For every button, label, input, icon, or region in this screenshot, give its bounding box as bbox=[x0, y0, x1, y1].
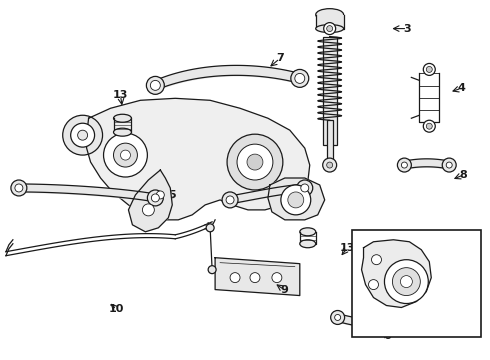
Circle shape bbox=[295, 73, 305, 84]
Circle shape bbox=[222, 192, 238, 208]
Circle shape bbox=[423, 63, 435, 75]
Circle shape bbox=[327, 26, 333, 32]
Ellipse shape bbox=[114, 128, 131, 136]
Polygon shape bbox=[362, 240, 431, 307]
Text: 2: 2 bbox=[445, 247, 453, 257]
Circle shape bbox=[77, 130, 88, 140]
Circle shape bbox=[247, 154, 263, 170]
Circle shape bbox=[237, 144, 273, 180]
Circle shape bbox=[272, 273, 282, 283]
Circle shape bbox=[103, 133, 147, 177]
Circle shape bbox=[374, 315, 389, 328]
Circle shape bbox=[11, 180, 27, 196]
Circle shape bbox=[426, 123, 432, 129]
Circle shape bbox=[378, 319, 385, 324]
Polygon shape bbox=[87, 98, 310, 220]
Polygon shape bbox=[128, 170, 172, 232]
Circle shape bbox=[156, 191, 164, 199]
Circle shape bbox=[301, 184, 309, 192]
Circle shape bbox=[401, 162, 407, 168]
Circle shape bbox=[121, 150, 130, 160]
Circle shape bbox=[147, 190, 163, 206]
Circle shape bbox=[226, 196, 234, 204]
Circle shape bbox=[323, 158, 337, 172]
Circle shape bbox=[331, 310, 344, 324]
Text: 10: 10 bbox=[109, 305, 124, 315]
Circle shape bbox=[143, 204, 154, 216]
Circle shape bbox=[250, 273, 260, 283]
Ellipse shape bbox=[300, 228, 316, 236]
Circle shape bbox=[423, 120, 435, 132]
Polygon shape bbox=[268, 178, 325, 220]
Text: 12: 12 bbox=[288, 180, 303, 190]
Circle shape bbox=[400, 276, 413, 288]
Bar bbox=[327, 120, 333, 160]
Circle shape bbox=[230, 273, 240, 283]
Circle shape bbox=[426, 67, 432, 72]
Circle shape bbox=[371, 255, 382, 265]
Circle shape bbox=[15, 184, 23, 192]
Circle shape bbox=[324, 23, 336, 35]
Ellipse shape bbox=[316, 9, 343, 21]
Circle shape bbox=[335, 315, 341, 320]
Text: 11: 11 bbox=[220, 272, 236, 282]
Text: 9: 9 bbox=[280, 284, 288, 294]
Circle shape bbox=[114, 143, 137, 167]
Circle shape bbox=[206, 224, 214, 232]
Circle shape bbox=[150, 80, 160, 90]
Text: 8: 8 bbox=[459, 170, 467, 180]
Circle shape bbox=[442, 158, 456, 172]
Bar bbox=[316, 15, 343, 28]
Ellipse shape bbox=[300, 240, 316, 248]
Circle shape bbox=[397, 158, 412, 172]
Text: 1: 1 bbox=[413, 315, 421, 328]
Circle shape bbox=[327, 162, 333, 168]
Text: 13: 13 bbox=[113, 90, 128, 100]
Ellipse shape bbox=[114, 114, 131, 122]
Text: 13: 13 bbox=[340, 243, 355, 253]
Bar bbox=[323, 37, 337, 145]
Text: 7: 7 bbox=[276, 54, 284, 63]
Circle shape bbox=[151, 194, 159, 202]
Polygon shape bbox=[215, 258, 300, 296]
Circle shape bbox=[446, 162, 452, 168]
Circle shape bbox=[297, 180, 313, 196]
Circle shape bbox=[63, 115, 102, 155]
Ellipse shape bbox=[316, 24, 343, 32]
Circle shape bbox=[281, 185, 311, 215]
Bar bbox=[352, 230, 481, 337]
Circle shape bbox=[288, 192, 304, 208]
Circle shape bbox=[147, 76, 164, 94]
Circle shape bbox=[385, 260, 428, 303]
Circle shape bbox=[227, 134, 283, 190]
Text: 4: 4 bbox=[457, 84, 465, 93]
Text: 5: 5 bbox=[169, 190, 176, 200]
Text: 6: 6 bbox=[384, 332, 392, 341]
Circle shape bbox=[392, 268, 420, 296]
Circle shape bbox=[71, 123, 95, 147]
Circle shape bbox=[291, 69, 309, 87]
Circle shape bbox=[368, 280, 378, 289]
Text: 3: 3 bbox=[404, 24, 411, 33]
Circle shape bbox=[208, 266, 216, 274]
